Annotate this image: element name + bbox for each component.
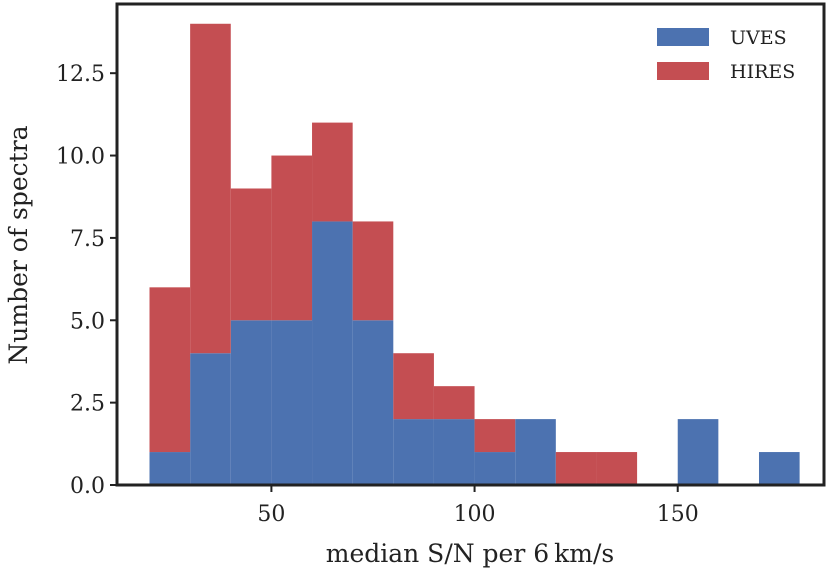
legend-swatch-uves xyxy=(657,28,709,46)
bar-uves-50-60 xyxy=(271,320,313,485)
bar-uves-20-30 xyxy=(149,452,191,485)
bar-hires-120-130 xyxy=(555,452,597,485)
bar-hires-100-110 xyxy=(474,419,516,453)
y-tick-label: 0.0 xyxy=(70,474,105,499)
bar-uves-60-70 xyxy=(312,221,353,485)
y-axis-label: Number of spectra xyxy=(4,125,33,364)
bar-hires-70-80 xyxy=(352,221,394,321)
x-tick-label: 50 xyxy=(257,502,285,527)
x-axis-ticks: 50 100 150 xyxy=(257,485,699,527)
bar-uves-150-160 xyxy=(677,419,719,485)
y-axis-ticks: 0.0 2.5 5.0 7.5 10.0 12.5 xyxy=(56,62,117,499)
y-tick-label: 2.5 xyxy=(70,392,105,417)
legend-label-uves: UVES xyxy=(730,27,787,49)
bar-uves-100-110 xyxy=(474,452,516,485)
bar-hires-80-90 xyxy=(393,353,434,420)
y-tick-label: 5.0 xyxy=(70,309,105,334)
bars-group xyxy=(149,23,800,485)
bar-hires-40-50 xyxy=(230,188,272,321)
bar-hires-50-60 xyxy=(271,155,313,321)
bar-uves-40-50 xyxy=(230,320,272,485)
bar-uves-170-180 xyxy=(758,452,800,485)
y-tick-label: 7.5 xyxy=(70,227,105,252)
x-tick-label: 150 xyxy=(657,502,699,527)
legend: UVES HIRES xyxy=(657,27,795,83)
bar-hires-30-40 xyxy=(190,23,231,354)
bar-uves-90-100 xyxy=(433,419,475,485)
bar-hires-20-30 xyxy=(149,287,191,453)
bar-uves-30-40 xyxy=(190,353,231,485)
bar-hires-130-140 xyxy=(596,452,638,485)
x-axis-label: median S/N per 6 km/s xyxy=(326,539,615,568)
plot-frame xyxy=(115,2,826,487)
y-tick-label: 10.0 xyxy=(56,145,105,170)
x-tick-label: 100 xyxy=(454,502,496,527)
bar-uves-110-120 xyxy=(515,419,556,485)
legend-label-hires: HIRES xyxy=(730,61,795,83)
bar-uves-80-90 xyxy=(393,419,434,485)
y-tick-label: 12.5 xyxy=(56,62,105,87)
bar-uves-70-80 xyxy=(352,320,394,485)
bar-hires-60-70 xyxy=(312,122,353,222)
bar-hires-90-100 xyxy=(433,386,475,420)
legend-swatch-hires xyxy=(657,62,709,80)
